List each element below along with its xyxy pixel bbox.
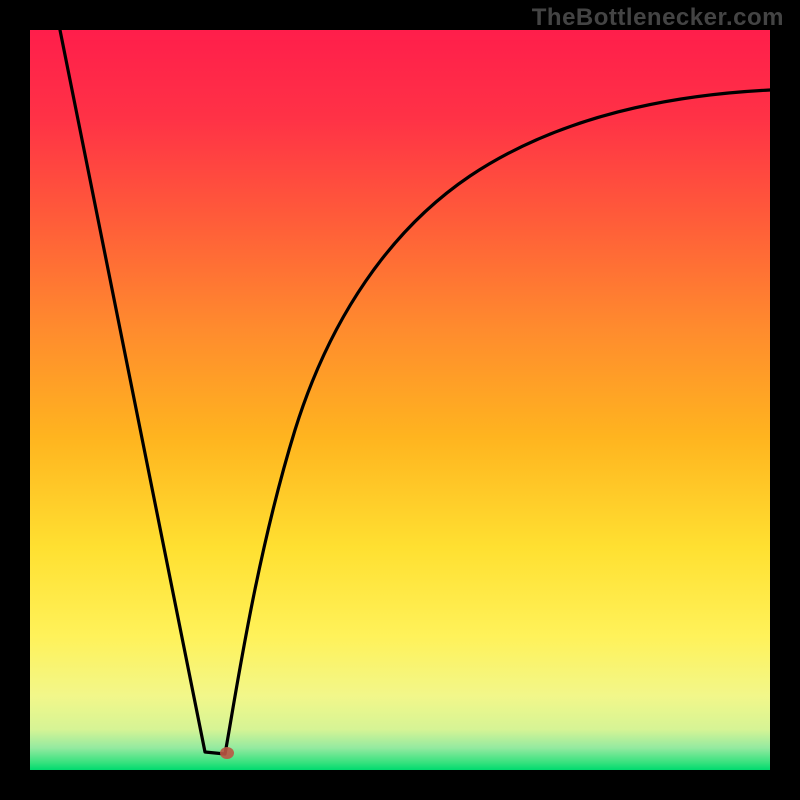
bottleneck-curve: [30, 30, 770, 770]
watermark-text: TheBottlenecker.com: [532, 4, 784, 32]
chart-frame: TheBottlenecker.com: [0, 0, 800, 800]
plot-area: [30, 30, 770, 770]
